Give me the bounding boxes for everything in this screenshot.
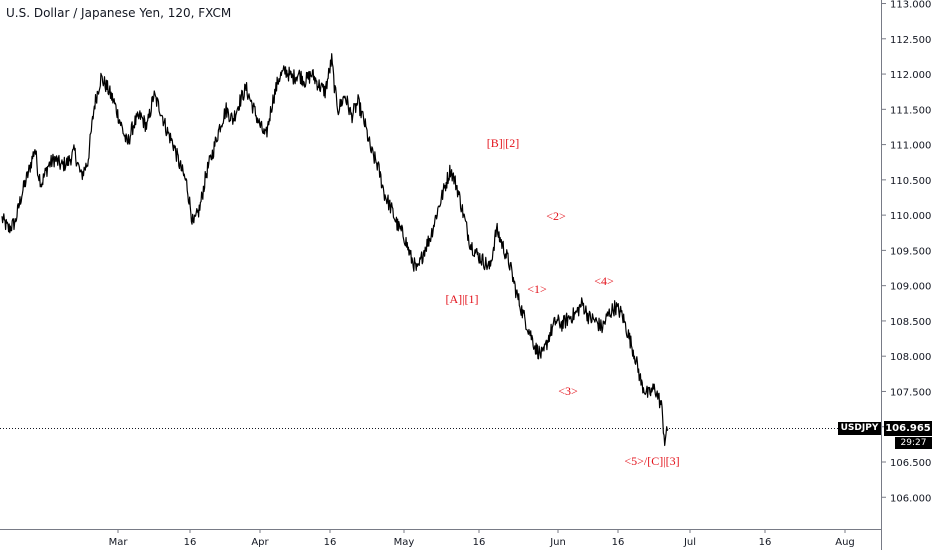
price-axis[interactable]: 106.000106.500107.000107.500108.000108.5…	[881, 0, 931, 504]
x-tick-label: Mar	[109, 537, 129, 548]
y-tick-label: 106.500	[890, 458, 931, 469]
chart-title: U.S. Dollar / Japanese Yen, 120, FXCM	[6, 6, 232, 20]
x-tick-label: 16	[473, 537, 486, 548]
y-tick-label: 113.000	[890, 0, 931, 11]
y-tick-label: 110.500	[890, 176, 931, 187]
x-tick-label: Aug	[835, 537, 855, 548]
x-tick-label: 16	[612, 537, 625, 548]
y-tick-label: 106.000	[890, 493, 931, 504]
wave-annotations: [A]|[1] [B]|[2] <1> <2> <3> <4> <5>/[C]|[3]	[445, 136, 679, 468]
x-tick-label: Jun	[549, 537, 566, 548]
last-price-tag: 106.965	[884, 421, 932, 436]
wave-label-minor-2: <2>	[546, 209, 566, 223]
y-tick-label: 112.500	[890, 35, 931, 46]
wave-label-5-c-3: <5>/[C]|[3]	[624, 454, 679, 468]
bar-countdown: 29:27	[895, 437, 932, 449]
x-tick-label: 16	[324, 537, 337, 548]
wave-label-minor-1: <1>	[527, 282, 547, 296]
price-series-line	[1, 53, 669, 447]
y-tick-label: 112.000	[890, 70, 931, 81]
y-tick-label: 111.500	[890, 105, 931, 116]
time-axis[interactable]: Mar 16 Apr 16 May 16 Jun 16 Jul 16 Aug	[109, 529, 855, 548]
y-tick-label: 108.000	[890, 352, 931, 363]
y-tick-label: 110.000	[890, 211, 931, 222]
wave-label-a-1: [A]|[1]	[445, 292, 478, 306]
wave-label-minor-4: <4>	[594, 274, 614, 288]
x-tick-label: 16	[759, 537, 772, 548]
y-tick-label: 109.000	[890, 282, 931, 293]
y-tick-label: 111.000	[890, 141, 931, 152]
wave-label-b-2: [B]|[2]	[487, 136, 519, 150]
x-tick-label: May	[394, 537, 415, 548]
y-tick-label: 108.500	[890, 317, 931, 328]
y-tick-label: 109.500	[890, 246, 931, 257]
x-tick-label: Apr	[251, 537, 269, 548]
x-tick-label: Jul	[683, 537, 696, 548]
symbol-tag: USDJPY	[838, 422, 881, 435]
wave-label-minor-3: <3>	[558, 384, 578, 398]
y-tick-label: 107.500	[890, 387, 931, 398]
x-tick-label: 16	[184, 537, 197, 548]
